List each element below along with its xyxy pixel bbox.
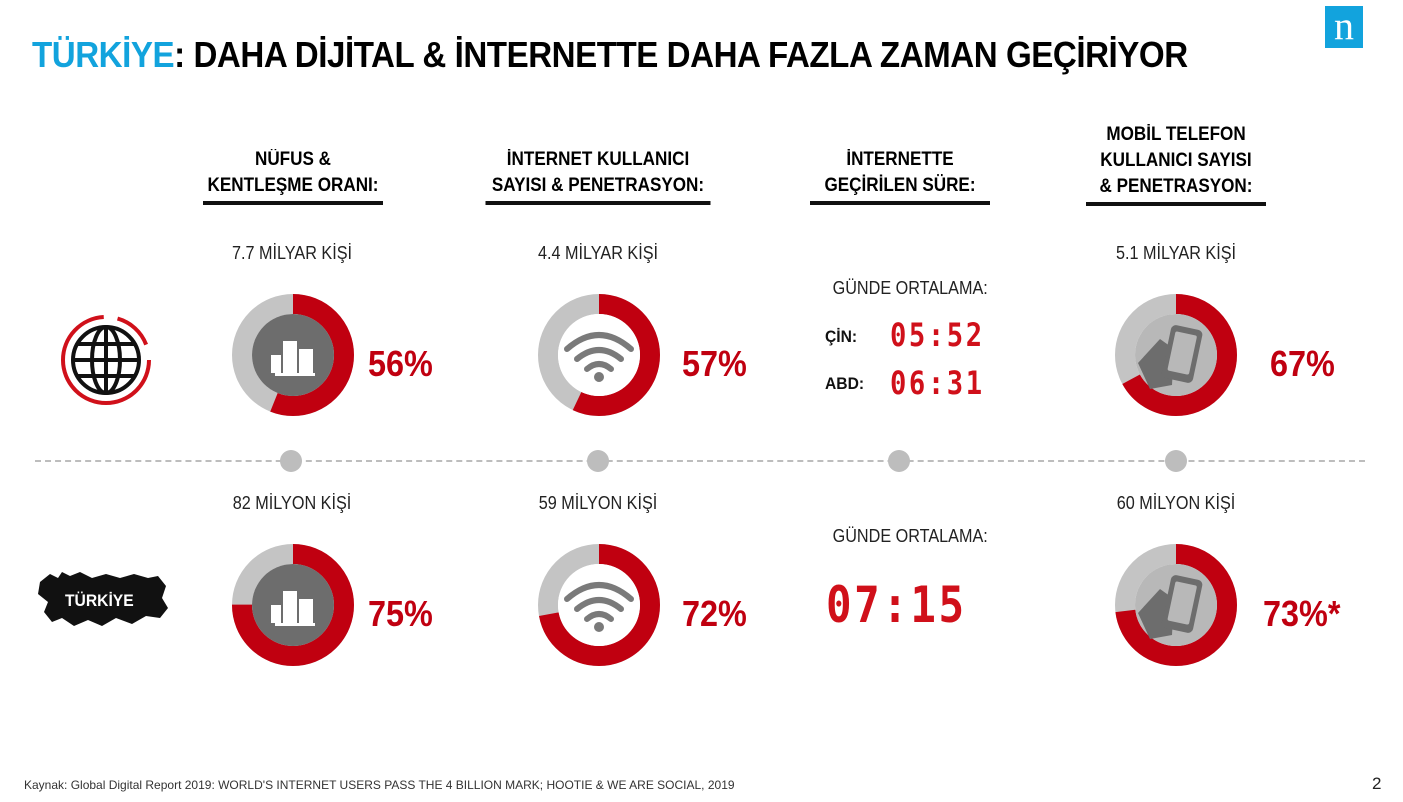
turkey-internet-percent: 72%: [682, 593, 747, 634]
world-mobile-donut: [1115, 294, 1237, 416]
wifi-icon: [564, 582, 634, 622]
heading-line: NÜFUS &: [254, 149, 331, 170]
divider-dot: [888, 450, 910, 472]
page-title: TÜRKİYE: DAHA DİJİTAL & İNTERNETTE DAHA …: [32, 34, 1188, 76]
donut-arc: [538, 294, 660, 416]
city-buildings-icon: [271, 341, 315, 376]
turkey-internet-count: 59 MİLYON KİŞİ: [538, 493, 658, 513]
heading-population: NÜFUS & KENTLEŞME ORANI:: [203, 147, 383, 205]
source-note: Kaynak: Global Digital Report 2019: WORL…: [24, 778, 735, 792]
donut-arc: [232, 294, 354, 416]
heading-line: KENTLEŞME ORANI:: [207, 175, 379, 196]
donut-arc: [538, 544, 660, 666]
divider-dot: [1165, 450, 1187, 472]
world-daily-average-label: GÜNDE ORTALAMA:: [832, 278, 988, 298]
world-urbanization-donut: [232, 294, 354, 416]
usa-time: 06:31: [890, 364, 985, 402]
turkey-time: 07:15: [826, 576, 967, 634]
donut-arc: [1115, 544, 1237, 666]
heading-underline: [1086, 202, 1266, 206]
turkey-urbanization-donut: [232, 544, 354, 666]
turkey-daily-average-label: GÜNDE ORTALAMA:: [832, 526, 988, 546]
page-number: 2: [1372, 774, 1382, 793]
city-buildings-icon: [271, 591, 315, 626]
nielsen-logo: n: [1325, 6, 1363, 48]
turkey-internet-donut: [538, 544, 660, 666]
globe-icon: [61, 315, 151, 405]
china-time: 05:52: [890, 316, 985, 354]
heading-line: SAYISI & PENETRASYON:: [491, 175, 705, 196]
turkey-mobile-percent: 73%*: [1263, 593, 1341, 634]
world-internet-percent: 57%: [682, 343, 747, 384]
heading-underline: [485, 201, 711, 205]
turkey-population-count: 82 MİLYON KİŞİ: [232, 493, 352, 513]
donut-arc: [1115, 294, 1237, 416]
turkey-mobile-count: 60 MİLYON KİŞİ: [1116, 493, 1236, 513]
china-label: ÇİN:: [825, 327, 858, 346]
turkey-mobile-donut: [1115, 544, 1237, 666]
divider-dot: [587, 450, 609, 472]
usa-label: ABD:: [825, 374, 865, 393]
heading-internet-users: İNTERNET KULLANICI SAYISI & PENETRASYON:: [485, 147, 711, 205]
title-rest: : DAHA DİJİTAL & İNTERNETTE DAHA FAZLA Z…: [174, 34, 1188, 75]
heading-line: & PENETRASYON:: [1099, 176, 1253, 197]
heading-internet-time: İNTERNETTE GEÇİRİLEN SÜRE:: [810, 147, 990, 205]
turkey-map-icon: [38, 572, 168, 626]
row-divider: [35, 460, 1365, 462]
mobile-phone-in-hand-icon: [1138, 575, 1203, 639]
turkey-label: TÜRKİYE: [65, 591, 134, 610]
heading-line: İNTERNETTE: [846, 149, 954, 170]
wifi-icon: [564, 332, 634, 372]
donut-arc: [232, 544, 354, 666]
world-urbanization-percent: 56%: [368, 343, 433, 384]
heading-line: İNTERNET KULLANICI: [506, 149, 690, 170]
world-internet-donut: [538, 294, 660, 416]
heading-line: KULLANICI SAYISI: [1100, 150, 1252, 171]
heading-underline: [810, 201, 990, 205]
heading-line: GEÇİRİLEN SÜRE:: [824, 175, 976, 196]
heading-line: MOBİL TELEFON: [1106, 124, 1246, 145]
world-internet-count: 4.4 MİLYAR KİŞİ: [537, 243, 659, 263]
world-mobile-percent: 67%: [1270, 343, 1335, 384]
turkey-urbanization-percent: 75%: [368, 593, 433, 634]
title-highlight: TÜRKİYE: [32, 34, 175, 75]
heading-underline: [203, 201, 383, 205]
heading-mobile-users: MOBİL TELEFON KULLANICI SAYISI & PENETRA…: [1086, 122, 1266, 206]
world-population-count: 7.7 MİLYAR KİŞİ: [231, 243, 353, 263]
mobile-phone-in-hand-icon: [1138, 325, 1203, 389]
divider-dot: [280, 450, 302, 472]
world-mobile-count: 5.1 MİLYAR KİŞİ: [1115, 243, 1237, 263]
